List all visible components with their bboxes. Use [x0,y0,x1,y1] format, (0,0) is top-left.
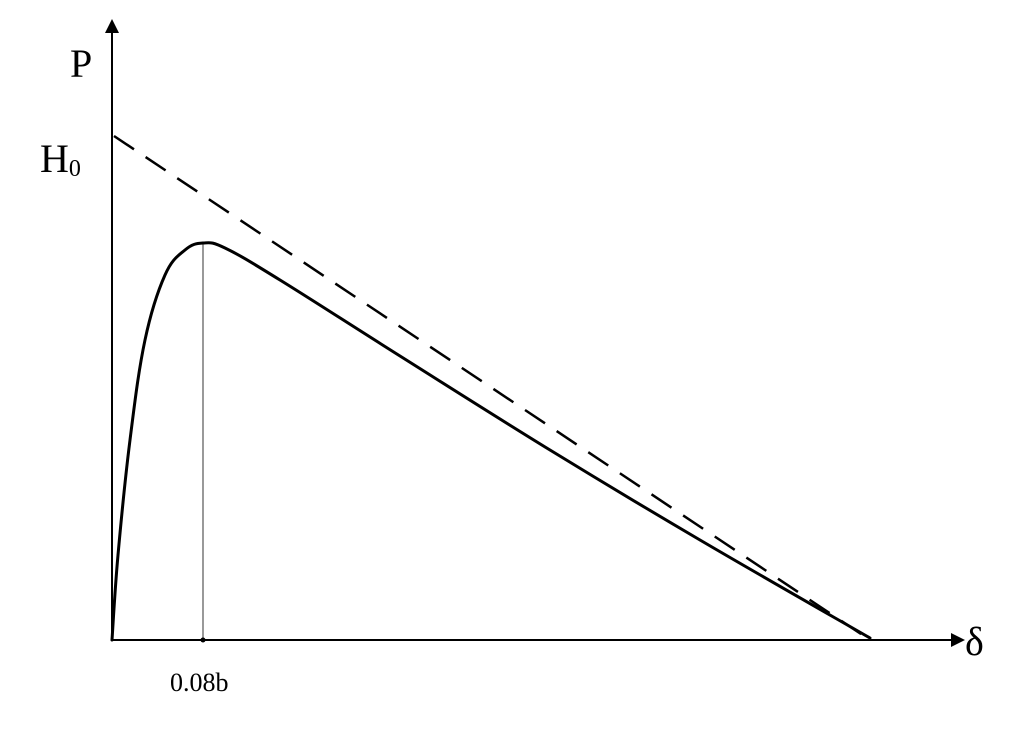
response-curve [112,243,870,640]
h0-main-text: H [40,136,69,181]
chart-container: P δ H0 0.08b [0,0,1018,733]
chart-svg [0,0,1018,733]
h0-label: H0 [40,135,81,182]
x-axis-label: δ [965,618,984,665]
asymptote-line [114,136,870,640]
peak-tick-label: 0.08b [170,668,229,698]
peak-tick-dot [201,638,206,643]
h0-sub-text: 0 [69,156,81,182]
y-axis-label: P [70,40,92,87]
